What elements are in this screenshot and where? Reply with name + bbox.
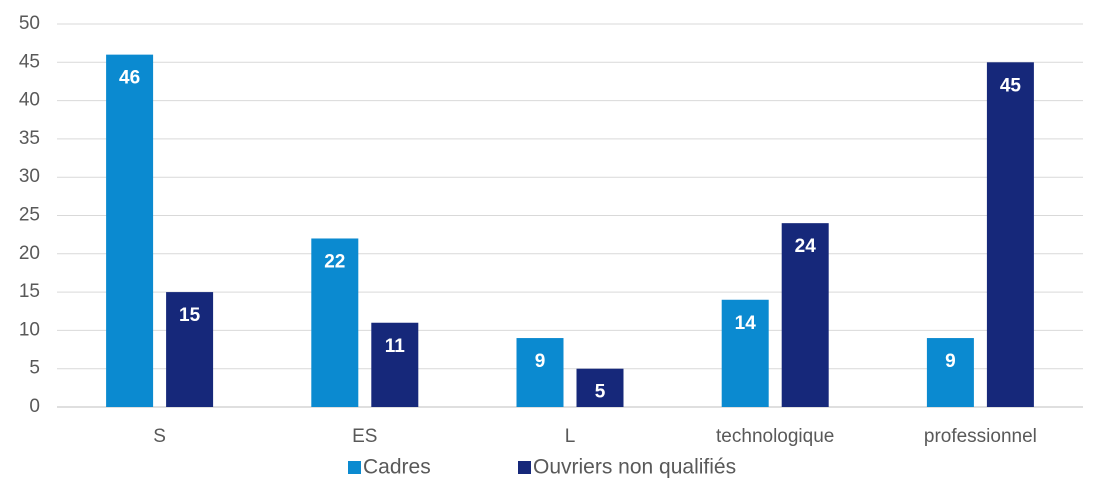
value-label: 14 [735,313,757,334]
legend-label: Cadres [363,456,431,479]
y-tick-label: 25 [19,205,40,226]
bar [721,299,769,407]
bar [576,368,624,407]
bar [986,62,1034,408]
bar [781,223,829,407]
x-tick-label: S [153,426,166,447]
y-tick-label: 20 [19,243,40,264]
bar [926,338,974,407]
value-label: 11 [385,336,406,357]
legend-swatch [348,461,361,474]
value-label: 22 [324,251,345,272]
x-tick-label: professionnel [924,426,1037,447]
y-tick-label: 40 [19,90,40,111]
x-tick-label: ES [352,426,377,447]
y-tick-label: 0 [29,396,40,417]
bar [166,292,214,407]
y-tick-label: 5 [29,358,40,379]
value-label: 5 [595,382,606,403]
value-label: 9 [945,351,956,372]
y-tick-label: 10 [19,319,40,340]
y-tick-label: 45 [19,51,40,72]
value-label: 46 [119,68,140,89]
bar [371,322,419,407]
bar [311,238,359,407]
bar [516,338,564,407]
y-tick-label: 30 [19,166,40,187]
legend-label: Ouvriers non qualifiés [533,456,736,479]
value-label: 24 [795,236,817,257]
value-label: 45 [1000,75,1022,96]
value-label: 9 [535,351,546,372]
value-label: 15 [179,305,201,326]
bar [106,54,154,407]
y-tick-label: 35 [19,128,40,149]
x-tick-label: L [565,426,576,447]
legend-swatch [518,461,531,474]
y-tick-label: 50 [19,13,40,34]
x-tick-label: technologique [716,426,834,447]
y-tick-label: 15 [19,281,40,302]
